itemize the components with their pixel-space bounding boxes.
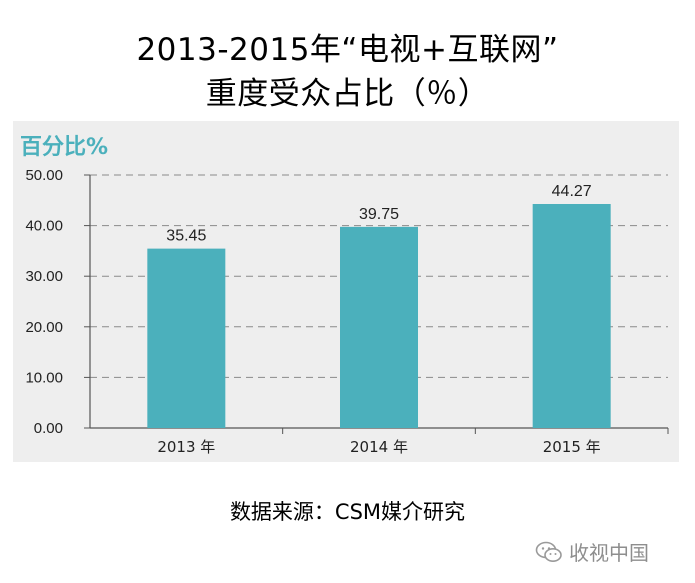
x-tick-label: 2013 年 xyxy=(157,438,215,456)
data-label: 35.45 xyxy=(166,228,206,245)
data-label: 39.75 xyxy=(359,206,399,223)
watermark: 收视中国 xyxy=(535,537,649,566)
y-tick-label: 0.00 xyxy=(34,420,63,437)
y-tick-label: 40.00 xyxy=(25,218,63,235)
y-tick-label: 30.00 xyxy=(25,268,63,285)
data-source: 数据来源：CSM媒介研究 xyxy=(229,500,466,524)
y-tick-label: 10.00 xyxy=(25,369,63,386)
x-tick-label: 2014 年 xyxy=(350,438,408,456)
y-tick-label: 20.00 xyxy=(25,319,63,336)
bar-1 xyxy=(147,248,226,428)
watermark-text: 收视中国 xyxy=(569,541,649,565)
data-label: 44.27 xyxy=(552,183,592,200)
bar-3 xyxy=(532,203,611,428)
x-tick-label: 2015 年 xyxy=(543,438,601,456)
y-unit-label: 百分比% xyxy=(20,135,109,160)
bar-2 xyxy=(340,226,418,428)
chart-title-line2: 重度受众占比（％） xyxy=(205,76,490,112)
chart-title-line1: 2013-2015年“电视+互联网” xyxy=(136,32,559,68)
y-tick-label: 50.00 xyxy=(25,167,63,184)
wechat-icon xyxy=(535,541,562,562)
